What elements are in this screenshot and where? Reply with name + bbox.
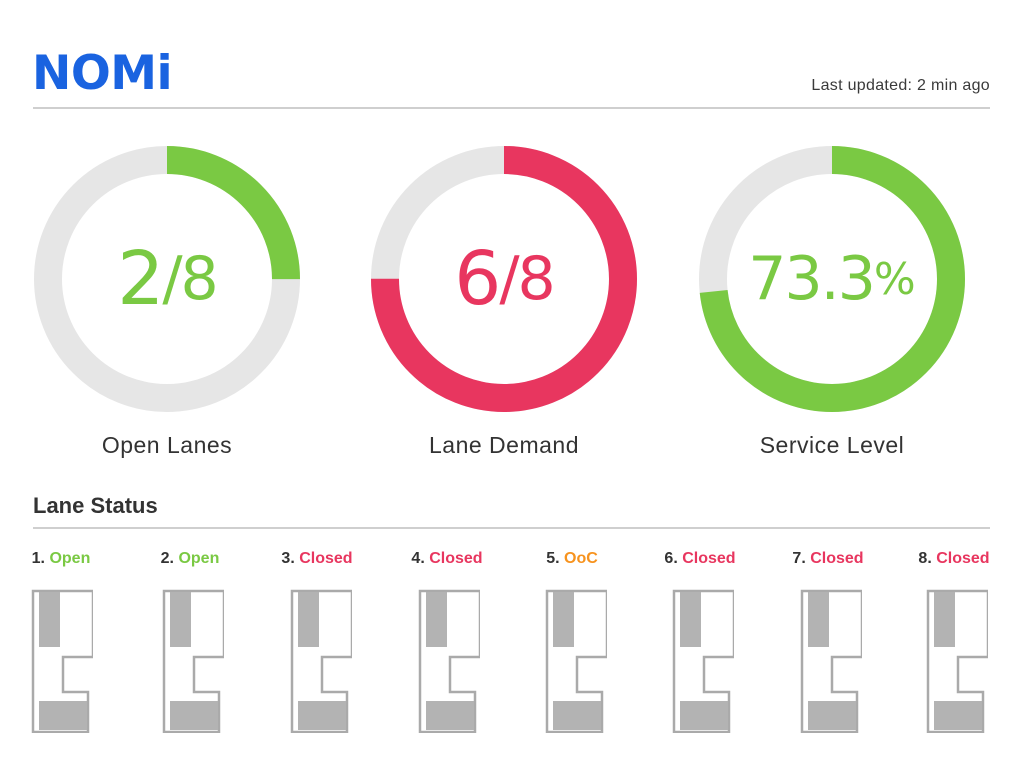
lane-3-number: 3.	[281, 550, 295, 567]
lane-7-header: 7. Closed	[764, 547, 892, 571]
checkout-lane-icon	[545, 589, 607, 733]
lane-status-title: Lane Status	[33, 493, 158, 518]
service-level-gauge: 73.3% Service Level	[699, 146, 965, 470]
checkout-lane-icon	[290, 589, 352, 733]
lane-4-number: 4.	[411, 550, 425, 567]
lane-2-number: 2.	[160, 550, 174, 567]
lane-4-header: 4. Closed	[383, 547, 511, 571]
lane-7-number: 7.	[792, 550, 806, 567]
lane-8-number: 8.	[918, 550, 932, 567]
lane-5-header: 5. OoC	[508, 547, 636, 571]
lane-8-header: 8. Closed	[890, 547, 1018, 571]
checkout-lane-icon	[31, 589, 93, 733]
lane-7-status: Closed	[810, 550, 864, 567]
lane-demand-gauge: 6/8 Lane Demand	[371, 146, 637, 470]
lane-demand-value: 6/8	[454, 236, 555, 322]
open-lanes-ring	[34, 146, 300, 412]
lane-1-status: Open	[49, 550, 91, 567]
lane-6-status: Closed	[682, 550, 736, 567]
open-lanes-value: 2/8	[117, 236, 218, 322]
lane-5-number: 5.	[546, 550, 560, 567]
open-lanes-label: Open Lanes	[101, 432, 233, 458]
nomi-logo: NOMi	[32, 46, 173, 101]
lane-8-status: Closed	[936, 550, 990, 567]
lane-3-status: Closed	[299, 550, 353, 567]
lane-6-header: 6. Closed	[636, 547, 764, 571]
lane-status-divider	[33, 527, 990, 529]
checkout-lane-icon	[926, 589, 988, 733]
checkout-lane-icon	[672, 589, 734, 733]
lane-4-status: Closed	[429, 550, 483, 567]
service-level-value: 73.3%	[748, 244, 916, 314]
lane-6-number: 6.	[664, 550, 678, 567]
open-lanes-gauge: 2/8 Open Lanes	[34, 146, 300, 470]
lane-1-number: 1.	[31, 550, 45, 567]
lane-demand-ring	[371, 146, 637, 412]
lane-3-header: 3. Closed	[253, 547, 381, 571]
service-level-label: Service Level	[759, 432, 905, 458]
lane-demand-label: Lane Demand	[429, 432, 579, 458]
lane-2-header: 2. Open	[126, 547, 254, 571]
lane-5-status: OoC	[564, 550, 598, 567]
checkout-lane-icon	[418, 589, 480, 733]
header-divider	[33, 107, 990, 109]
checkout-lane-icon	[800, 589, 862, 733]
last-updated-text: Last updated: 2 min ago	[811, 77, 990, 94]
service-level-ring	[699, 146, 965, 412]
lane-2-status: Open	[178, 550, 220, 567]
lane-1-header: 1. Open	[0, 547, 125, 571]
checkout-lane-icon	[162, 589, 224, 733]
